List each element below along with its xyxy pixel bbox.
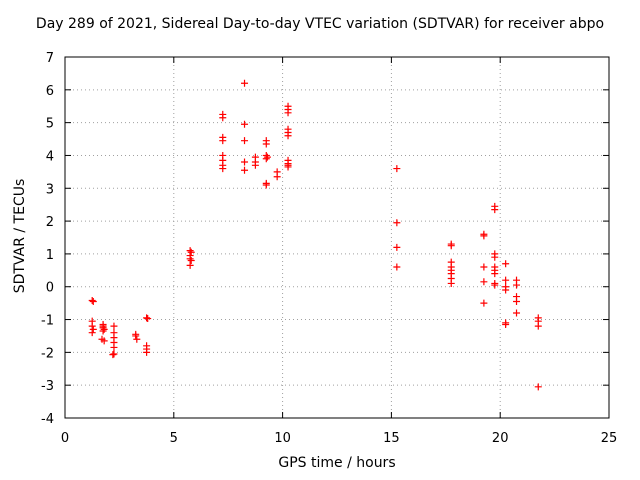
data-point [89, 325, 97, 333]
data-point [284, 109, 292, 117]
data-point [491, 270, 499, 278]
data-point [187, 248, 195, 256]
data-point [186, 255, 194, 263]
data-point [109, 351, 117, 359]
y-axis-label: SDTVAR / TECUs [12, 178, 28, 294]
data-point [534, 322, 542, 330]
data-point [262, 181, 270, 189]
x-tick-label: 20 [492, 431, 509, 446]
y-tick-label: 3 [46, 182, 54, 197]
data-point [241, 158, 249, 166]
data-point [393, 243, 401, 251]
data-point [502, 276, 510, 284]
x-tick-label: 5 [170, 431, 178, 446]
data-point [502, 286, 510, 294]
data-point [447, 242, 455, 250]
data-point [88, 322, 96, 330]
data-point [262, 140, 270, 148]
data-point [513, 281, 521, 289]
data-point [110, 343, 118, 351]
data-point [273, 173, 281, 181]
data-point [110, 350, 118, 358]
data-point [88, 329, 96, 337]
data-point [89, 297, 97, 305]
data-point [491, 206, 499, 214]
y-tick-label: 5 [46, 117, 54, 132]
data-point [513, 309, 521, 317]
data-point [393, 219, 401, 227]
data-point [186, 261, 194, 269]
data-point [502, 320, 510, 328]
data-point [502, 260, 510, 268]
data-point [491, 253, 499, 261]
y-tick-label: 4 [46, 149, 54, 164]
x-tick-label: 0 [61, 431, 69, 446]
y-tick-label: -2 [41, 346, 54, 361]
data-point [491, 281, 499, 289]
x-tick-label: 10 [274, 431, 291, 446]
data-point [480, 263, 488, 271]
data-point [100, 337, 108, 345]
x-axis-label: GPS time / hours [278, 455, 396, 471]
y-tick-label: 0 [46, 281, 54, 296]
x-tick-label: 25 [601, 431, 618, 446]
data-point [99, 320, 107, 328]
data-point [393, 165, 401, 173]
data-point [513, 297, 521, 305]
data-point [480, 232, 488, 240]
y-tick-label: 7 [46, 51, 54, 66]
data-point [219, 165, 227, 173]
y-tick-label: 1 [46, 248, 54, 263]
y-tick-label: -4 [41, 412, 54, 427]
chart-title: Day 289 of 2021, Sidereal Day-to-day VTE… [35, 16, 605, 32]
data-point [143, 314, 151, 322]
data-point [393, 263, 401, 271]
data-point [241, 166, 249, 174]
y-tick-label: -1 [41, 314, 54, 329]
data-point [241, 137, 249, 145]
data-point [143, 348, 151, 356]
data-point [534, 383, 542, 391]
data-point [110, 322, 118, 330]
y-tick-label: 6 [46, 84, 54, 99]
data-point [99, 327, 107, 335]
data-point [241, 79, 249, 87]
data-point [284, 132, 292, 140]
data-point [263, 153, 271, 161]
data-point [133, 335, 141, 343]
plot-frame [64, 56, 610, 419]
y-tick-label: -3 [41, 379, 54, 394]
data-point [480, 299, 488, 307]
data-point [100, 325, 108, 333]
data-point [219, 114, 227, 122]
x-tick-label: 15 [383, 431, 400, 446]
data-point [284, 163, 292, 171]
data-point [132, 332, 140, 340]
data-point [187, 256, 195, 264]
data-point [219, 137, 227, 145]
data-point [88, 297, 96, 305]
data-point [262, 155, 270, 163]
data-point [241, 120, 249, 128]
y-tick-label: 2 [46, 215, 54, 230]
data-point [144, 315, 152, 323]
data-point [447, 279, 455, 287]
data-point [480, 278, 488, 286]
data-point [251, 161, 259, 169]
